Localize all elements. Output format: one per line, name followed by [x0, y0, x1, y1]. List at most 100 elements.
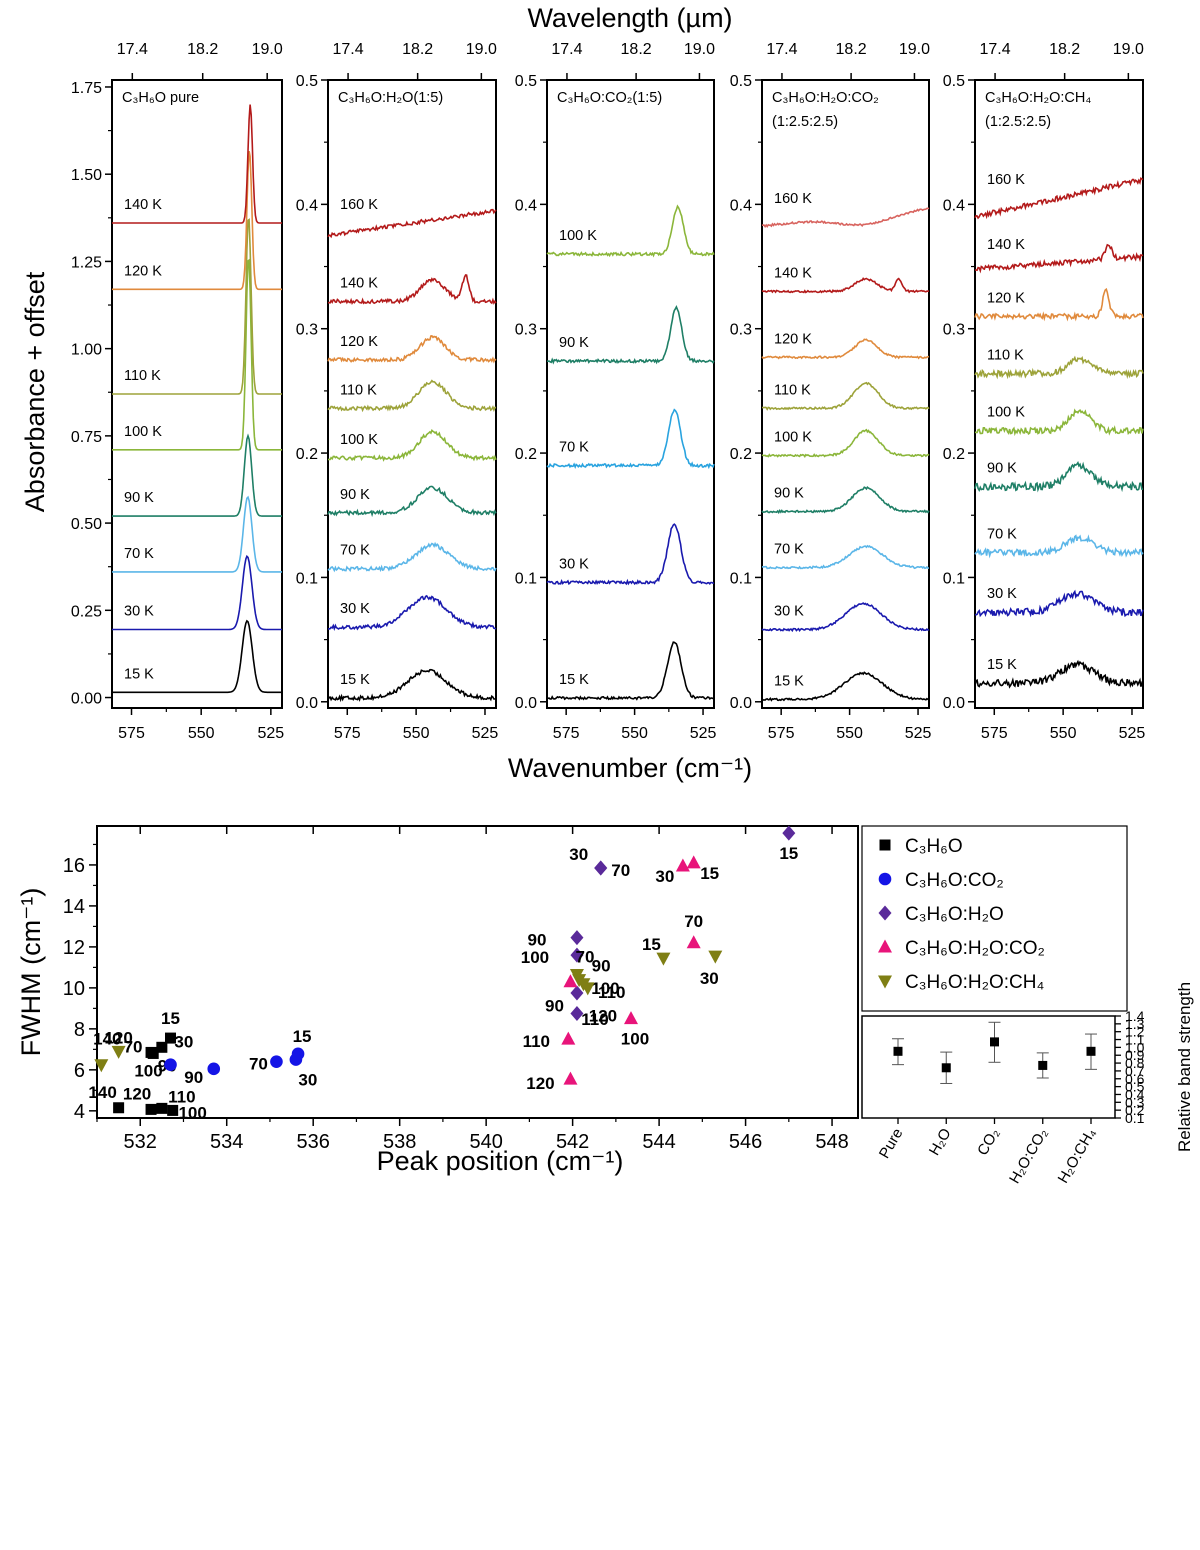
panel-title: C₃H₆O:CO₂(1:5): [557, 90, 662, 106]
fwhm-point-label: 70: [575, 948, 594, 967]
fwhm-point: [675, 858, 690, 872]
y-tick-label: 6: [74, 1060, 85, 1082]
fwhm-point-label: 100: [521, 948, 549, 967]
top-tick-label: 17.4: [979, 41, 1010, 58]
series-temperature-label: 120 K: [987, 290, 1025, 306]
y-tick-label: 0.5: [730, 73, 752, 90]
spectrum-line-120k: [761, 338, 930, 360]
fwhm-point-label: 15: [779, 844, 798, 863]
panel-frame: [761, 79, 930, 709]
spectrum-line-100k: [974, 408, 1144, 437]
spectrum-line-100k: [327, 429, 497, 462]
series-temperature-label: 30 K: [124, 604, 154, 620]
y-tick-label: 0.2: [515, 446, 537, 463]
series-temperature-label: 140 K: [124, 197, 162, 213]
y-tick-label: 1.2: [1125, 1024, 1145, 1040]
series-temperature-label: 140 K: [774, 265, 812, 281]
top-tick-label: 17.4: [551, 41, 582, 58]
spectrum-line-120k: [112, 150, 282, 291]
fwhm-point: [570, 947, 584, 963]
x-tick-label: 546: [729, 1131, 762, 1153]
series-temperature-label: 100 K: [987, 405, 1025, 421]
spectrum-line-70k: [327, 541, 497, 573]
legend-marker: [878, 872, 892, 886]
spectrum-line-70k: [974, 534, 1144, 559]
series-temperature-label: 100 K: [124, 424, 162, 440]
fwhm-point-label: 100: [178, 1103, 206, 1122]
fwhm-point: [156, 1102, 168, 1114]
spectra-panels: 0.00 0.25 0.50 0.75 1.00 1.25 1.50 1.75 575 550 52…: [71, 41, 1146, 742]
series-temperature-label: 100 K: [559, 228, 597, 244]
band-frame: [861, 1015, 1116, 1119]
y-tick-label: 0.3: [1125, 1094, 1145, 1110]
top-axis-title: Wavelength (µm): [527, 3, 732, 33]
fwhm-point-label: 15: [700, 864, 719, 883]
band-strength-point: [893, 1046, 903, 1056]
spectrum-line-90k: [974, 461, 1144, 493]
spectrum-line-15k: [112, 619, 282, 694]
legend-entry: C₃H₆O:H₂O: [905, 904, 1004, 925]
y-tick-label: 0.1: [943, 570, 965, 587]
spectrum-line-15k: [547, 641, 715, 701]
series-temperature-label: 30 K: [987, 586, 1017, 602]
y-tick-label: 1.4: [1125, 1008, 1145, 1024]
fwhm-point-label: 110: [168, 1087, 195, 1106]
legend-marker: [878, 905, 892, 921]
y-tick-label: 1.25: [71, 254, 102, 271]
y-tick-label: 0.7: [1125, 1063, 1145, 1079]
spectrum-line-30k: [974, 589, 1144, 618]
y-tick-label: 0.25: [71, 603, 102, 620]
spectrum-line-110k: [112, 218, 282, 395]
series-temperature-label: 15 K: [774, 673, 804, 689]
x-tick-label: 575: [981, 725, 1008, 742]
fwhm-point-label: 110: [523, 1032, 550, 1051]
y-tick-label: 0.5: [1125, 1079, 1145, 1095]
spectrum-line-100k: [761, 428, 930, 458]
y-tick-label: 0.3: [943, 322, 965, 339]
fwhm-scatter-chart: 532 534 536 538 540 542 544 546 548 4 6 8 10 12 14 16 Pe…: [16, 825, 859, 1176]
y-tick-label: 0.6: [1125, 1071, 1145, 1087]
legend-marker: [878, 975, 892, 989]
fwhm-point: [580, 982, 595, 996]
band-strength-chart: 0.10.20.30.40.50.60.70.80.91.01.11.21.31…: [861, 982, 1194, 1187]
fwhm-point: [164, 1058, 177, 1072]
spectrum-line-100k: [546, 204, 715, 258]
fwhm-point-label: 100: [591, 979, 619, 998]
top-tick-label: 17.4: [332, 41, 363, 58]
series-temperature-label: 110 K: [987, 347, 1024, 363]
band-strength-section: 0.10.20.30.40.50.60.70.80.91.01.11.21.31…: [861, 982, 1194, 1187]
x-tick-label: 534: [210, 1131, 243, 1153]
fwhm-point: [207, 1062, 221, 1076]
fwhm-point-label: 15: [293, 1027, 312, 1046]
panel-frame: [546, 79, 715, 709]
series-temperature-label: 110 K: [340, 382, 377, 398]
fwhm-point-label: 90: [592, 957, 611, 976]
series-temperature-label: 15 K: [124, 666, 154, 682]
spectrum-line-15k: [327, 668, 497, 703]
fwhm-point-label: 15: [642, 935, 661, 954]
y-tick-label: 0.2: [943, 446, 965, 463]
spectrum-line-70k: [112, 495, 282, 573]
y-tick-label: 0.3: [515, 322, 537, 339]
fwhm-point: [686, 935, 701, 949]
x-tick-label: 542: [556, 1131, 589, 1153]
spectrum-line-160k: [974, 176, 1144, 220]
legend: C₃H₆O C₃H₆O:CO₂ C₃H₆O:H₂O C₃H₆O:H₂O:CO₂ C₃H₆…: [861, 825, 1128, 1012]
y-tick-label: 1.1: [1125, 1032, 1145, 1048]
fwhm-point-label: 70: [249, 1055, 268, 1074]
spectrum-line-140k: [112, 104, 282, 224]
spectrum-line-140k: [327, 274, 497, 305]
spectrum-line-90k: [761, 485, 930, 515]
y-tick-label: 1.75: [71, 80, 102, 97]
spectra-panel-2: 0.0 0.1 0.2 0.3 0.4 0.5 575 550 525 17.4 18.2 19.0 C…: [296, 41, 499, 742]
x-tick-label: 538: [383, 1131, 416, 1153]
legend-entry: C₃H₆O:H₂O:CH₄: [905, 972, 1044, 993]
fwhm-point-label: 70: [684, 912, 703, 931]
x-tick-label: 548: [815, 1131, 848, 1153]
top-tick-label: 17.4: [766, 41, 797, 58]
y-tick-label: 0.1: [730, 570, 752, 587]
spectrum-line-90k: [547, 304, 715, 365]
fwhm-point: [570, 930, 584, 946]
y-tick-label: 0.75: [71, 429, 102, 446]
series-temperature-label: 100 K: [340, 432, 378, 448]
